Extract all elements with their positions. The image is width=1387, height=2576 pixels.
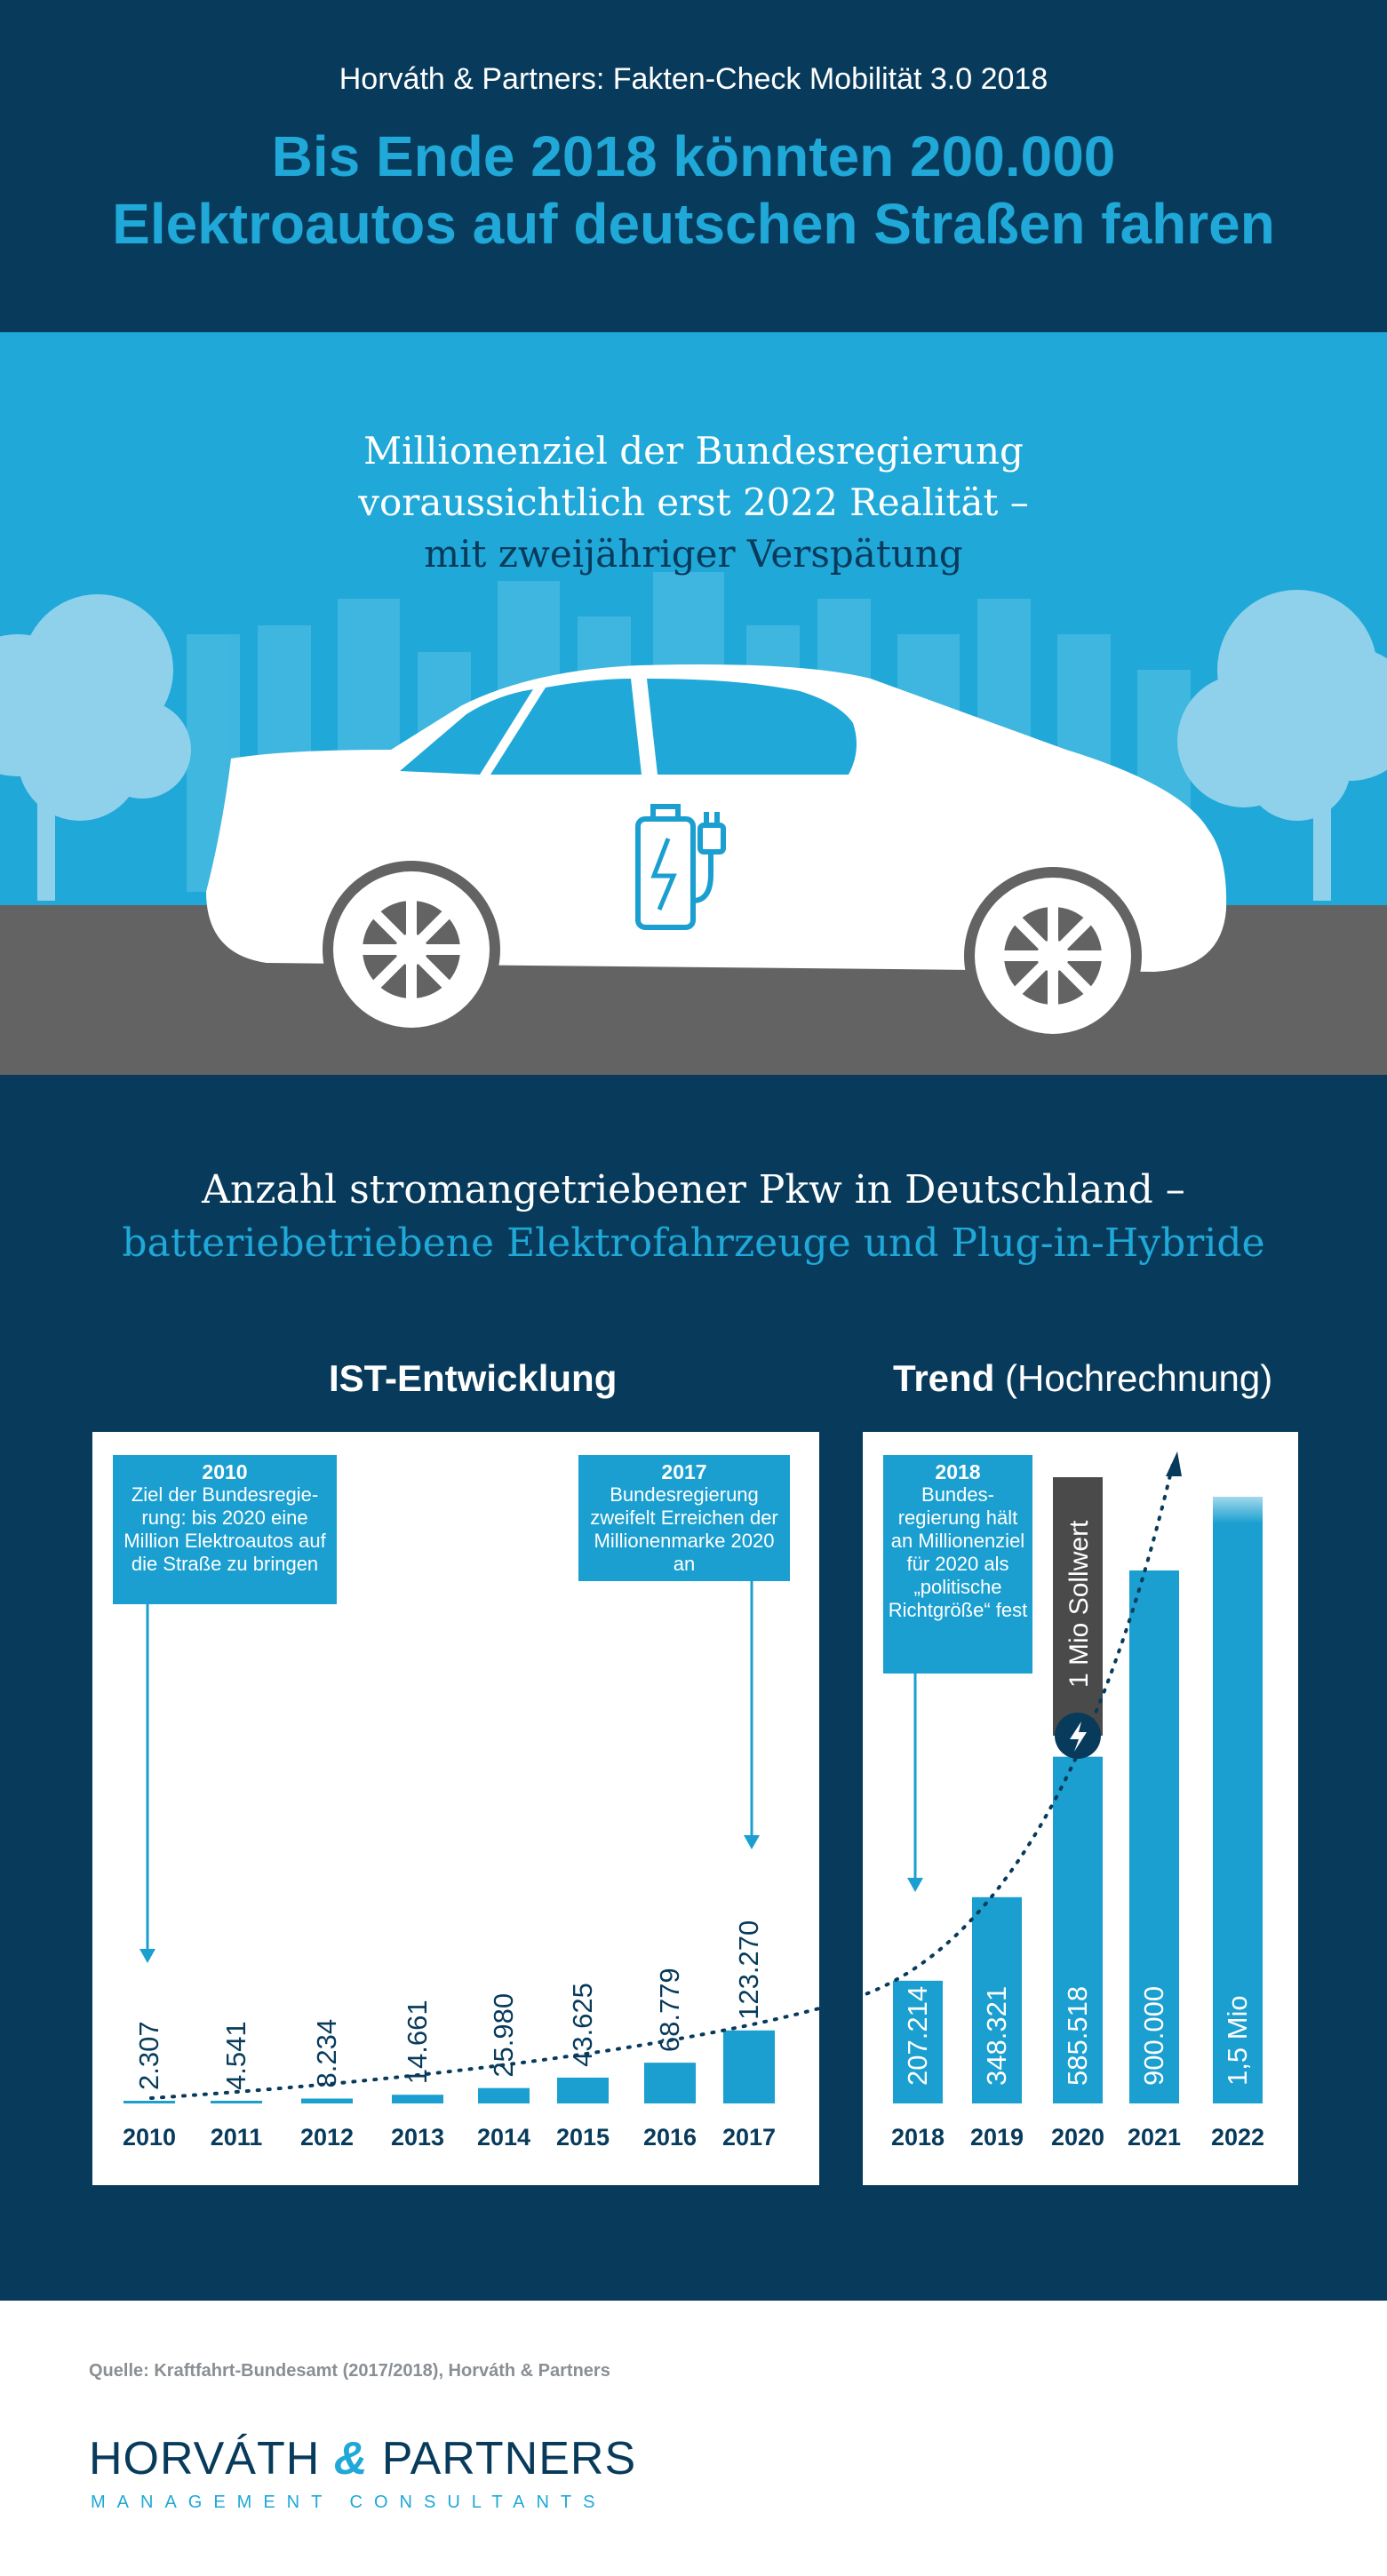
scene-title-line-3: mit zweijähriger Verspätung <box>424 532 963 576</box>
footer: Quelle: Kraftfahrt-Bundesamt (2017/2018)… <box>0 2301 1387 2576</box>
ist-bar-2011 <box>211 2100 262 2103</box>
ist-value-label-2012: 8.234 <box>311 2019 342 2088</box>
callout-2010-year: 2010 <box>202 1460 248 1483</box>
ist-bar-2016 <box>644 2063 696 2103</box>
trend-category-label-2020: 2020 <box>1051 2124 1104 2151</box>
trend-bar-2020 <box>1053 1756 1103 2103</box>
bar-charts: 2010 2.307 2011 4.541 2012 8.234 2013 14.661 201… <box>92 1432 1298 2185</box>
ist-category-label-2014: 2014 <box>477 2124 530 2151</box>
arrow-2010-head <box>139 1949 155 1963</box>
callout-2010: 2010 Ziel der Bundesregie-rung: bis 2020… <box>113 1455 337 1604</box>
ist-value-label-2010: 2.307 <box>133 2021 164 2090</box>
chart-section: Anzahl stromangetriebener Pkw in Deutsch… <box>0 1075 1387 2301</box>
lightning-icon <box>1070 1721 1087 1752</box>
trend-curve-line <box>149 1462 1175 2100</box>
callout-2018-year: 2018 <box>935 1460 981 1483</box>
trend-curve-arrowhead <box>1166 1451 1182 1476</box>
ist-bar-2012 <box>301 2098 353 2103</box>
trend-category-label-2022: 2022 <box>1211 2124 1264 2151</box>
trend-title-rest: (Hochrechnung) <box>1005 1357 1273 1399</box>
trend-bar-2021 <box>1129 1570 1179 2103</box>
trend-value-label-2018: 207.214 <box>902 1986 933 2086</box>
ist-category-label-2015: 2015 <box>556 2124 610 2151</box>
callout-2017-year: 2017 <box>661 1460 707 1483</box>
trend-bars: 2018 207.214 2019 348.321 2020 585.518 2021 900… <box>891 1477 1264 2151</box>
headline-line-2: Elektroautos auf deutschen Straßen fahre… <box>112 192 1275 256</box>
target-label: 1 Mio Sollwert <box>1064 1520 1094 1688</box>
headline: Bis Ende 2018 könnten 200.000 Elektroaut… <box>0 123 1387 258</box>
ist-value-label-2011: 4.541 <box>220 2021 251 2090</box>
trend-bar-2018 <box>893 1980 943 2103</box>
section-title-line-1: Anzahl stromangetriebener Pkw in Deutsch… <box>202 1167 1185 1212</box>
company-logo: HORVÁTH & PARTNERS <box>89 2432 636 2485</box>
scene-title: Millionenziel der Bundesregierung voraus… <box>0 425 1387 580</box>
trend-title-bold: Trend <box>893 1357 995 1399</box>
ist-bar-2013 <box>392 2095 443 2103</box>
section-title: Anzahl stromangetriebener Pkw in Deutsch… <box>0 1164 1387 1270</box>
ist-bar-2015 <box>557 2077 609 2103</box>
kicker-text: Horváth & Partners: Fakten-Check Mobilit… <box>339 62 1048 96</box>
trend-bar-2022-fade <box>1213 1479 1263 1523</box>
ist-value-label-2013: 14.661 <box>402 2000 433 2084</box>
trend-curve <box>149 1451 1182 2100</box>
ist-category-label-2013: 2013 <box>391 2124 444 2151</box>
arrow-2017-head <box>744 1835 760 1849</box>
callout-2017: 2017 Bundesregierung zweifelt Erreichen … <box>578 1455 790 1581</box>
trend-value-label-2019: 348.321 <box>981 1986 1012 2086</box>
trend-category-label-2018: 2018 <box>891 2124 945 2151</box>
ist-bar-2017 <box>723 2030 775 2103</box>
trend-panel-title: Trend (Hochrechnung) <box>893 1357 1272 1400</box>
callout-2018: 2018 Bundes-regierung hält an Millionenz… <box>883 1455 1032 1674</box>
scene-title-line-1: Millionenziel der Bundesregierung <box>363 429 1024 473</box>
city-illustration <box>0 332 1387 1075</box>
logo-right: PARTNERS <box>381 2433 637 2485</box>
trend-value-label-2020: 585.518 <box>1062 1986 1093 2086</box>
arrow-2018-head <box>907 1878 923 1892</box>
ist-category-label-2016: 2016 <box>643 2124 697 2151</box>
ist-category-label-2017: 2017 <box>722 2124 776 2151</box>
header-banner: Horváth & Partners: Fakten-Check Mobilit… <box>0 0 1387 332</box>
scene-title-line-2: voraussichtlich erst 2022 Realität – <box>358 481 1029 524</box>
headline-line-1: Bis Ende 2018 könnten 200.000 <box>271 124 1116 188</box>
callout-2010-text: Ziel der Bundesregie-rung: bis 2020 eine… <box>124 1483 326 1575</box>
logo-amp: & <box>333 2433 369 2485</box>
ist-value-label-2015: 43.625 <box>567 1983 598 2067</box>
tree-left <box>0 594 191 901</box>
ist-category-label-2010: 2010 <box>123 2124 176 2151</box>
trend-value-label-2022: 1,5 Mio <box>1222 1995 1253 2086</box>
callout-2017-text: Bundesregierung zweifelt Erreichen der M… <box>590 1483 778 1575</box>
ist-value-label-2017: 123.270 <box>733 1920 764 2020</box>
ist-bar-2014 <box>478 2087 530 2103</box>
ist-bars: 2010 2.307 2011 4.541 2012 8.234 2013 14.661 201… <box>123 1920 776 2151</box>
trend-category-label-2021: 2021 <box>1128 2124 1181 2151</box>
ist-bar-2010 <box>124 2101 175 2103</box>
logo-tagline: MANAGEMENT CONSULTANTS <box>91 2493 607 2512</box>
ist-panel-title: IST-Entwicklung <box>329 1357 618 1399</box>
section-title-line-2: batteriebetriebene Elektrofahrzeuge und … <box>122 1220 1265 1266</box>
trend-bar-2019 <box>972 1896 1022 2103</box>
callout-2018-text: Bundes-regierung hält an Millionenziel f… <box>888 1483 1028 1621</box>
tree-right <box>1177 590 1387 901</box>
trend-bar-2022 <box>1213 1497 1263 2103</box>
logo-left: HORVÁTH <box>89 2433 321 2485</box>
car-scene: Millionenziel der Bundesregierung voraus… <box>0 332 1387 1075</box>
ist-category-label-2012: 2012 <box>300 2124 354 2151</box>
battery-plug-icon <box>635 804 726 930</box>
ist-category-label-2011: 2011 <box>211 2124 263 2151</box>
trend-category-label-2019: 2019 <box>970 2124 1024 2151</box>
source-note: Quelle: Kraftfahrt-Bundesamt (2017/2018)… <box>89 2361 610 2381</box>
trend-value-label-2021: 900.000 <box>1138 1986 1169 2086</box>
callout-arrows <box>139 1581 923 1963</box>
target-band <box>1053 1477 1103 1736</box>
